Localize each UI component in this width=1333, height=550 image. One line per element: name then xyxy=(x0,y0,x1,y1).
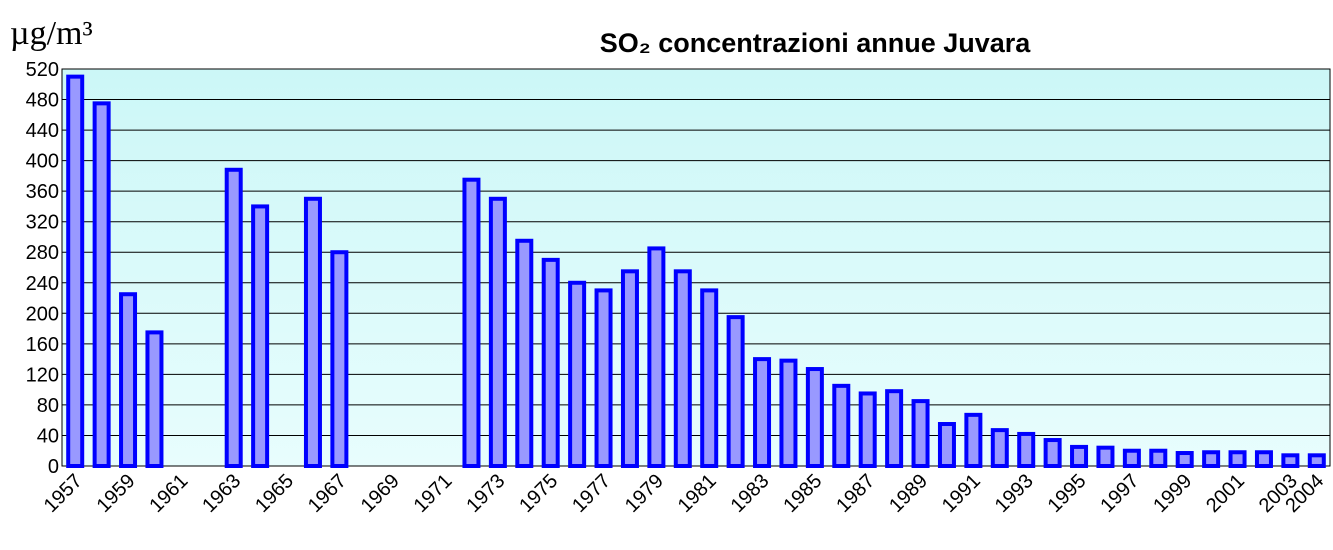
x-tick-label: 1965 xyxy=(251,470,298,517)
x-tick-label: 1961 xyxy=(145,470,192,517)
bar xyxy=(1017,431,1036,468)
x-tick-label: 1995 xyxy=(1044,470,1091,517)
bar xyxy=(66,74,85,468)
y-tick-label: 0 xyxy=(48,456,59,478)
bar xyxy=(1070,444,1089,468)
y-tick-label: 360 xyxy=(26,181,59,203)
bar xyxy=(673,269,692,469)
bar xyxy=(1149,448,1168,469)
x-tick-label: 1969 xyxy=(357,470,404,517)
x-tick-label: 1975 xyxy=(515,470,562,517)
chart-title: SO₂ concentrazioni annue Juvara xyxy=(600,28,1032,58)
bar xyxy=(620,269,639,469)
bar xyxy=(251,204,270,469)
y-tick-label: 200 xyxy=(26,303,59,325)
bar xyxy=(832,383,851,469)
y-tick-label: 480 xyxy=(26,90,59,112)
y-tick-label: 400 xyxy=(26,151,59,173)
bar xyxy=(1281,453,1300,468)
bar xyxy=(1307,453,1326,468)
bar xyxy=(1175,451,1194,468)
bar xyxy=(647,246,666,468)
bar xyxy=(515,238,534,468)
x-tick-label: 1999 xyxy=(1149,470,1196,517)
y-tick-label: 160 xyxy=(26,334,59,356)
y-tick-label: 40 xyxy=(37,425,59,447)
bar xyxy=(224,167,243,468)
bar xyxy=(805,367,824,468)
bar xyxy=(330,250,349,468)
x-tick-label: 1989 xyxy=(885,470,932,517)
bar xyxy=(119,292,138,468)
x-tick-label: 1979 xyxy=(621,470,668,517)
bar xyxy=(964,412,983,469)
plot-area xyxy=(61,68,1331,467)
bar xyxy=(1228,450,1247,468)
x-tick-label: 1993 xyxy=(991,470,1038,517)
bar xyxy=(700,288,719,468)
y-tick-label: 320 xyxy=(26,212,59,234)
bar xyxy=(858,391,877,469)
x-tick-label: 1983 xyxy=(727,470,774,517)
bar xyxy=(594,288,613,468)
bar xyxy=(885,389,904,468)
x-tick-label: 1997 xyxy=(1096,470,1143,517)
x-tick-label: 1977 xyxy=(568,470,615,517)
bar xyxy=(1202,450,1221,468)
bar xyxy=(1254,450,1273,468)
y-tick-label: 280 xyxy=(26,242,59,264)
x-tick-label: 2001 xyxy=(1202,470,1249,517)
y-tick-label: 440 xyxy=(26,120,59,142)
x-tick-label: 1971 xyxy=(410,470,457,517)
y-tick-label: 80 xyxy=(37,395,59,417)
x-tick-label: 1973 xyxy=(462,470,509,517)
x-tick-label: 1981 xyxy=(674,470,721,517)
y-tick-label: 520 xyxy=(26,59,59,81)
bar xyxy=(145,330,164,468)
y-axis-label: µg/m³ xyxy=(10,15,93,52)
bar xyxy=(911,399,930,469)
bar xyxy=(1043,438,1062,468)
bar xyxy=(753,357,772,468)
x-tick-label: 1987 xyxy=(832,470,879,517)
bar xyxy=(488,196,507,469)
bar xyxy=(462,177,481,468)
x-tick-label: 1985 xyxy=(779,470,826,517)
bar xyxy=(1096,445,1115,468)
x-tick-label: 1991 xyxy=(938,470,985,517)
x-tick-label: 1963 xyxy=(198,470,245,517)
x-tick-label: 1959 xyxy=(93,470,140,517)
bar xyxy=(937,422,956,468)
y-tick-label: 120 xyxy=(26,364,59,386)
bar xyxy=(541,257,560,468)
x-tick-label: 1957 xyxy=(40,470,87,517)
bar xyxy=(568,280,587,468)
bar xyxy=(990,428,1009,468)
bar xyxy=(92,101,111,468)
y-tick-label: 240 xyxy=(26,273,59,295)
bar xyxy=(726,315,745,468)
bar xyxy=(303,196,322,469)
x-tick-label: 1967 xyxy=(304,470,351,517)
bar xyxy=(1122,448,1141,469)
bar xyxy=(779,358,798,468)
